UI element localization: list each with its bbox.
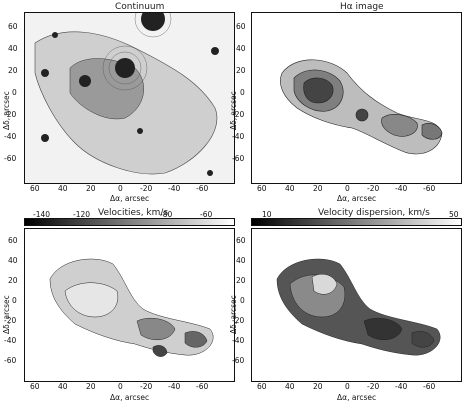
y-axis-label: Δδ, arcsec [229, 91, 238, 130]
x-tick: 20 [313, 184, 323, 193]
velocity-colorbar [24, 218, 235, 226]
colorbar-tick: 50 [449, 210, 459, 219]
y-tick: 20 [8, 276, 18, 285]
x-tick: 40 [285, 184, 295, 193]
velocity-map [24, 228, 235, 382]
continuum-map [24, 12, 235, 184]
x-tick: 0 [118, 382, 123, 391]
y-tick: -40 [4, 336, 17, 345]
x-tick: 60 [30, 184, 40, 193]
y-axis-label: Δδ, arcsec [2, 91, 11, 130]
colorbar-tick: -60 [200, 210, 213, 219]
x-axis-label: Δα, arcsec [110, 393, 150, 402]
y-axis-label: Δδ, arcsec [2, 295, 11, 334]
x-tick: 20 [86, 382, 96, 391]
x-tick: 40 [58, 382, 68, 391]
panel-title: Velocities, km/s [98, 208, 169, 218]
x-tick: 40 [285, 382, 295, 391]
y-tick: 0 [240, 296, 245, 305]
x-tick: -20 [367, 382, 380, 391]
y-tick: 60 [8, 22, 18, 31]
halpha-map [251, 12, 462, 184]
dispersion-colorbar [251, 218, 462, 226]
y-tick: -60 [232, 154, 245, 163]
x-tick: 0 [345, 382, 350, 391]
y-tick: -60 [232, 356, 245, 365]
y-tick: 40 [8, 44, 18, 53]
panel-title: Hα image [340, 2, 384, 12]
x-tick: 20 [313, 382, 323, 391]
dispersion-map [251, 228, 462, 382]
x-tick: -60 [423, 184, 436, 193]
y-tick: -20 [232, 316, 245, 325]
x-tick: -60 [196, 184, 209, 193]
x-tick: -20 [140, 184, 153, 193]
y-tick: 40 [236, 44, 246, 53]
y-tick: 20 [236, 66, 246, 75]
colorbar-tick: -80 [160, 210, 173, 219]
x-axis-label: Δα, arcsec [110, 194, 150, 203]
y-tick: 60 [236, 236, 246, 245]
y-tick: -40 [4, 132, 17, 141]
y-tick: -20 [4, 110, 17, 119]
x-tick: -40 [395, 184, 408, 193]
y-tick: 40 [8, 256, 18, 265]
y-axis-label: Δδ, arcsec [229, 295, 238, 334]
colorbar-tick: -140 [33, 210, 51, 219]
y-tick: -40 [232, 132, 245, 141]
y-tick: 0 [12, 296, 17, 305]
x-tick: -60 [196, 382, 209, 391]
y-tick: 20 [236, 276, 246, 285]
x-axis-label: Δα, arcsec [337, 194, 377, 203]
panel-title: Continuum [115, 2, 165, 12]
panel-title: Velocity dispersion, km/s [318, 208, 430, 218]
y-tick: 60 [236, 22, 246, 31]
y-tick: -40 [232, 336, 245, 345]
x-tick: 20 [86, 184, 96, 193]
x-tick: 60 [257, 184, 267, 193]
y-tick: 0 [240, 88, 245, 97]
y-tick: -20 [232, 110, 245, 119]
y-tick: -20 [4, 316, 17, 325]
y-tick: 20 [8, 66, 18, 75]
y-tick: 40 [236, 256, 246, 265]
x-tick: 40 [58, 184, 68, 193]
y-tick: 60 [8, 236, 18, 245]
x-tick: 60 [30, 382, 40, 391]
x-tick: -60 [423, 382, 436, 391]
x-tick: -40 [395, 382, 408, 391]
x-tick: -40 [168, 184, 181, 193]
x-axis-label: Δα, arcsec [337, 393, 377, 402]
y-tick: 0 [12, 88, 17, 97]
x-tick: -20 [140, 382, 153, 391]
y-tick: -60 [4, 356, 17, 365]
colorbar-tick: -120 [73, 210, 91, 219]
x-tick: 0 [118, 184, 123, 193]
colorbar-tick: 10 [262, 210, 272, 219]
x-tick: -40 [168, 382, 181, 391]
x-tick: -20 [367, 184, 380, 193]
x-tick: 0 [345, 184, 350, 193]
x-tick: 60 [257, 382, 267, 391]
y-tick: -60 [4, 154, 17, 163]
